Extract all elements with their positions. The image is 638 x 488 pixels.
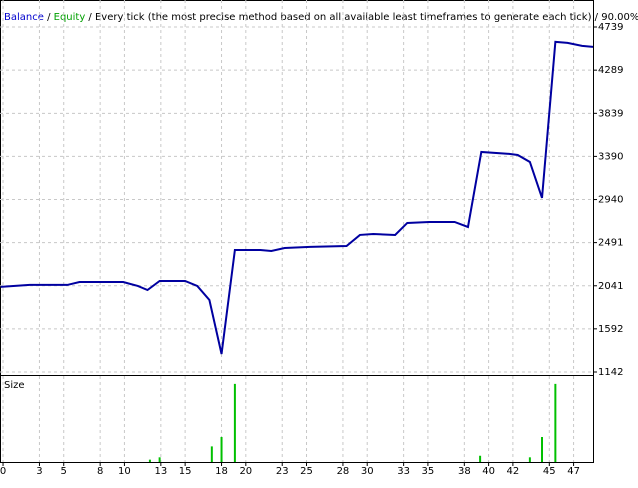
size-label: Size bbox=[4, 380, 25, 391]
title-separator: / bbox=[85, 12, 95, 23]
title-text: Every tick (the most precise method base… bbox=[95, 12, 592, 23]
y-tick-label: 4289 bbox=[598, 65, 623, 76]
x-tick-label: 33 bbox=[397, 466, 410, 477]
x-tick-label: 13 bbox=[154, 466, 167, 477]
x-tick-label: 47 bbox=[567, 466, 580, 477]
x-tick-label: 5 bbox=[61, 466, 67, 477]
x-tick-label: 20 bbox=[239, 466, 252, 477]
x-tick-label: 18 bbox=[215, 466, 228, 477]
x-tick-label: 15 bbox=[179, 466, 192, 477]
balance-line bbox=[0, 40, 594, 355]
legend-entry: Equity bbox=[54, 12, 86, 23]
x-tick-label: 45 bbox=[543, 466, 556, 477]
title-separator: / bbox=[591, 12, 601, 23]
y-tick-label: 3390 bbox=[598, 151, 623, 162]
plot-area bbox=[0, 0, 594, 463]
subtitle: 90.00% bbox=[601, 12, 638, 23]
title-separator: / bbox=[44, 12, 54, 23]
x-tick-label: 40 bbox=[482, 466, 495, 477]
x-tick-label: 10 bbox=[118, 466, 131, 477]
x-tick-label: 38 bbox=[458, 466, 471, 477]
x-tick-label: 8 bbox=[97, 466, 103, 477]
y-tick-label: 2491 bbox=[598, 238, 623, 249]
x-tick-label: 3 bbox=[36, 466, 42, 477]
x-tick-label: 23 bbox=[276, 466, 289, 477]
x-tick-label: 28 bbox=[337, 466, 350, 477]
chart-title: Balance / Equity / Every tick (the most … bbox=[4, 12, 638, 23]
legend-entry: Balance bbox=[4, 12, 44, 23]
y-tick-label: 2041 bbox=[598, 281, 623, 292]
y-tick-label: 1592 bbox=[598, 324, 623, 335]
y-tick-label: 4739 bbox=[598, 22, 623, 33]
x-tick-label: 42 bbox=[507, 466, 520, 477]
x-tick-label: 25 bbox=[300, 466, 313, 477]
y-tick-label: 2940 bbox=[598, 195, 623, 206]
x-tick-label: 35 bbox=[422, 466, 435, 477]
x-tick-label: 0 bbox=[0, 466, 6, 477]
x-tick-label: 30 bbox=[361, 466, 374, 477]
y-tick-label: 3839 bbox=[598, 108, 623, 119]
y-tick-label: 1142 bbox=[598, 367, 623, 378]
